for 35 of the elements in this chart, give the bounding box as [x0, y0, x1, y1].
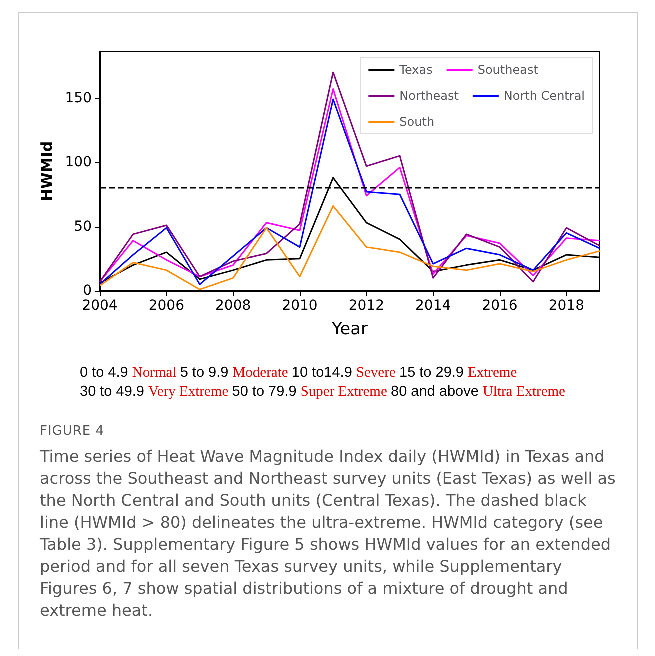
- text: Moderate: [232, 365, 290, 381]
- text: Normal: [132, 365, 178, 381]
- x-axis-title: Year: [331, 320, 368, 340]
- text: 30 to 49.9: [80, 384, 146, 400]
- y-tick-label: 0: [83, 283, 92, 299]
- y-tick-label: 50: [74, 218, 92, 235]
- x-tick-label: 2014: [416, 298, 452, 314]
- text: Time series of Heat Wave Magnitude Index daily (HWMId) in Texas and across the Southeast and Northeast survey units (East Texas) as well as the North Central and South units (Central Texas). The dashed black line (HWMId > 80) delineates the ultra-extreme. HWMId category (see Table 3). Supplementary Figure 5 shows HWMId values for an extended period and for all seven Texas survey units, while Supplementary Figures 6, 7 show spatial distributions of a mixture of drought and extreme heat.: [40, 446, 617, 622]
- legend-label: Southeast: [478, 63, 539, 77]
- y-axis-title: HWMId: [38, 141, 56, 202]
- text: 0 to 4.9: [80, 365, 130, 381]
- x-tick-label: 2010: [282, 298, 318, 314]
- text: 50 to 79.9: [232, 384, 298, 400]
- legend-label: South: [400, 115, 435, 129]
- text: 15 to 29.9: [400, 365, 465, 381]
- x-tick-label: 2012: [348, 298, 384, 314]
- y-tick-label: 100: [65, 154, 92, 171]
- legend-label: Texas: [398, 63, 433, 77]
- text: 10 to14.9: [292, 365, 354, 381]
- text: Super Extreme: [300, 384, 388, 400]
- text: 5 to 9.9: [180, 365, 230, 381]
- legend-label: Northeast: [400, 89, 460, 103]
- text: 80 and above: [391, 384, 480, 400]
- text: Extreme: [468, 365, 518, 381]
- legend-label: North Central: [504, 89, 586, 103]
- text: FIGURE 4: [40, 424, 105, 439]
- text: Very Extreme: [148, 384, 230, 400]
- x-tick-label: 2004: [82, 298, 118, 314]
- text: Ultra Extreme: [482, 384, 566, 400]
- x-tick-label: 2018: [548, 298, 584, 314]
- text: Severe: [356, 365, 397, 381]
- x-tick-label: 2006: [148, 298, 185, 314]
- y-tick-label: 150: [65, 90, 92, 106]
- x-tick-label: 2016: [482, 298, 518, 314]
- x-tick-label: 2008: [216, 298, 252, 314]
